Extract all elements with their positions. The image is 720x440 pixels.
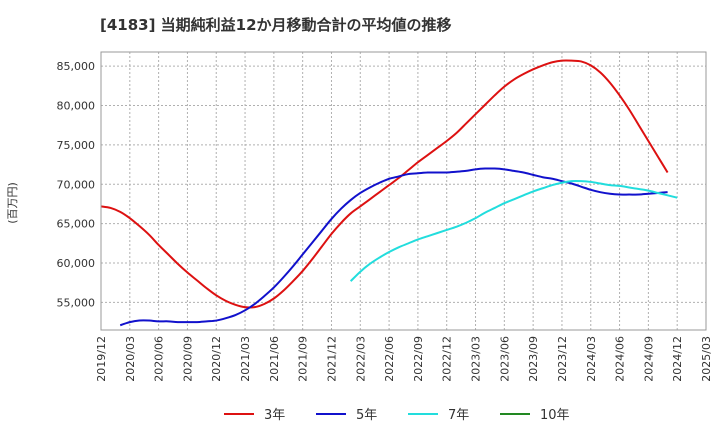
x-tick-label: 2023/06 (498, 336, 511, 382)
x-tick-label: 2022/03 (354, 336, 367, 382)
y-tick-label: 75,000 (57, 139, 96, 152)
x-tick-label: 2020/06 (153, 336, 166, 382)
x-tick-label: 2022/12 (441, 336, 454, 382)
legend-label-2: 5年 (356, 408, 377, 423)
series-line-1 (100, 59, 669, 309)
x-tick-label: 2020/03 (124, 336, 137, 382)
y-tick-label: 55,000 (57, 296, 96, 309)
y-tick-label: 85,000 (57, 60, 96, 73)
legend-label-3: 7年 (448, 408, 469, 423)
x-axis-ticks: 2019/12 2020/03 2020/06 2020/09 2020/12 2021/… (95, 336, 713, 382)
x-tick-label: 2022/06 (383, 336, 396, 382)
plot-frame (100, 51, 707, 331)
x-tick-label: 2020/12 (210, 336, 223, 382)
x-tick-label: 2024/09 (642, 336, 655, 382)
x-tick-label: 2024/03 (585, 336, 598, 382)
x-tick-label: 2021/06 (268, 336, 281, 382)
x-tick-label: 2023/03 (470, 336, 483, 382)
x-tick-label: 2021/09 (297, 336, 310, 382)
y-axis-ticks: 55,000 60,000 65,000 70,000 75,000 80,000 85,0… (57, 60, 96, 309)
grid (100, 52, 707, 330)
legend-label-1: 3年 (264, 408, 285, 423)
x-tick-label: 2023/09 (527, 336, 540, 382)
x-tick-label: 2019/12 (95, 336, 108, 382)
x-tick-label: 2020/09 (181, 336, 194, 382)
x-tick-label: 2024/12 (671, 336, 684, 382)
x-tick-label: 2022/09 (412, 336, 425, 382)
y-tick-label: 60,000 (57, 257, 96, 270)
legend: 3年 5年 7年 10年 (224, 408, 570, 423)
x-tick-label: 2021/12 (325, 336, 338, 382)
chart-title: [4183] 当期純利益12か月移動合計の平均値の推移 (100, 16, 452, 34)
legend-label-4: 10年 (540, 408, 570, 423)
series-line-2 (119, 167, 668, 327)
series-lines (100, 59, 678, 327)
x-tick-label: 2025/03 (700, 336, 713, 382)
y-tick-label: 70,000 (57, 178, 96, 191)
x-tick-label: 2023/12 (556, 336, 569, 382)
x-tick-label: 2021/03 (239, 336, 252, 382)
y-tick-label: 80,000 (57, 100, 96, 113)
series-line-3 (349, 180, 678, 282)
y-axis-label: (百万円) (6, 182, 19, 224)
x-tick-label: 2024/06 (614, 336, 627, 382)
y-tick-label: 65,000 (57, 218, 96, 231)
